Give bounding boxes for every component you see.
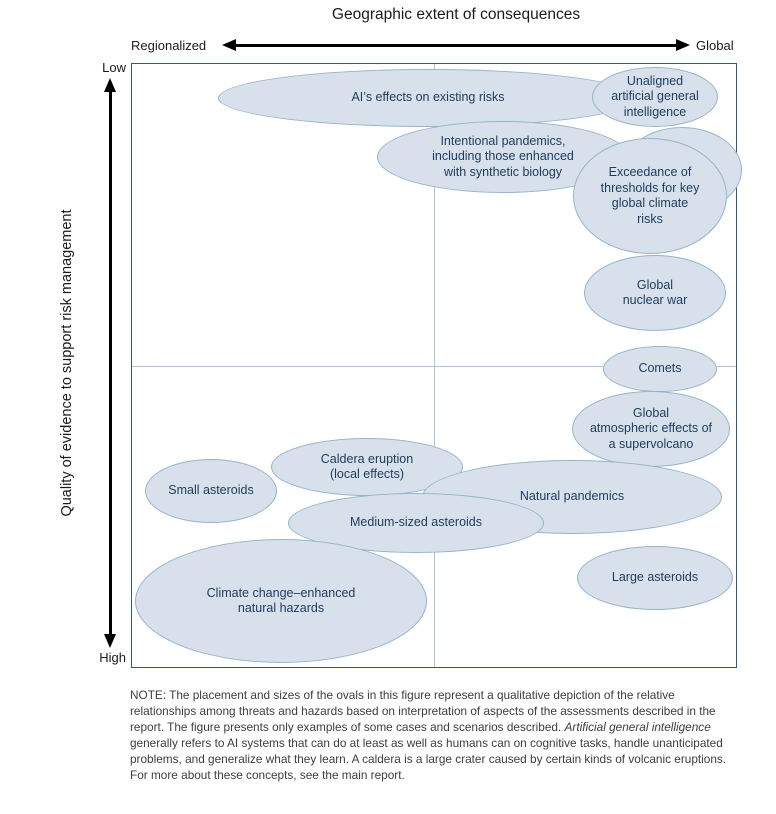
risk-oval-small-asteroids: Small asteroids xyxy=(145,459,277,523)
risk-oval-label: Medium-sized asteroids xyxy=(350,515,482,530)
risk-oval-comets: Comets xyxy=(603,346,717,392)
risk-oval-ai-effects: AI’s effects on existing risks xyxy=(218,69,638,127)
note-italic-term: Artificial general intelligence xyxy=(564,720,711,734)
risk-oval-large-asteroids: Large asteroids xyxy=(577,546,733,610)
arrowhead-right-icon xyxy=(676,39,690,51)
horizontal-gridline xyxy=(132,366,736,367)
risk-oval-unaligned-agi: Unaligned artificial general intelligenc… xyxy=(592,67,718,127)
y-axis-bottom-label: High xyxy=(99,650,126,665)
x-axis-left-label: Regionalized xyxy=(131,38,207,53)
x-axis-double-arrow xyxy=(222,39,690,52)
risk-oval-label: Comets xyxy=(638,361,682,376)
risk-oval-global-nuclear-war: Global nuclear war xyxy=(584,255,726,331)
risk-oval-label: Unaligned artificial general intelligenc… xyxy=(611,73,699,119)
risk-oval-label: AI’s effects on existing risks xyxy=(351,90,505,105)
risk-oval-label: Climate change–enhanced natural hazards xyxy=(206,585,356,616)
risk-oval-supervolcano: Global atmospheric effects of a supervol… xyxy=(572,391,730,467)
y-axis-top-label: Low xyxy=(102,60,126,75)
risk-oval-label: Global nuclear war xyxy=(622,277,688,308)
chart-title: Geographic extent of consequences xyxy=(331,6,581,23)
note-part2: generally refers to AI systems that can … xyxy=(130,736,727,782)
risk-oval-label: Global atmospheric effects of a supervol… xyxy=(589,405,713,451)
note-part1: NOTE: The placement and sizes of the ova… xyxy=(130,688,716,734)
risk-oval-label: Intentional pandemics, including those e… xyxy=(432,133,574,179)
arrowhead-up-icon xyxy=(104,78,116,92)
arrowhead-left-icon xyxy=(222,39,236,51)
risk-oval-climate-hazards: Climate change–enhanced natural hazards xyxy=(135,539,427,663)
vertical-gridline xyxy=(433,64,435,667)
arrowhead-down-icon xyxy=(104,634,116,648)
risk-oval-label: Exceedance of thresholds for key global … xyxy=(600,165,700,226)
risk-oval-label: Small asteroids xyxy=(168,483,254,498)
y-axis-double-arrow xyxy=(104,78,117,648)
note-text: NOTE: The placement and sizes of the ova… xyxy=(130,687,738,783)
y-axis-arrow-line xyxy=(109,87,112,639)
risk-oval-label: Natural pandemics xyxy=(519,489,625,504)
x-axis-arrow-line xyxy=(231,44,681,47)
x-axis-right-label: Global xyxy=(696,38,734,53)
risk-oval-label: Large asteroids xyxy=(611,570,699,585)
risk-oval-climate-thresholds: Exceedance of thresholds for key global … xyxy=(573,138,727,254)
risk-oval-label: Caldera eruption (local effects) xyxy=(320,451,414,482)
